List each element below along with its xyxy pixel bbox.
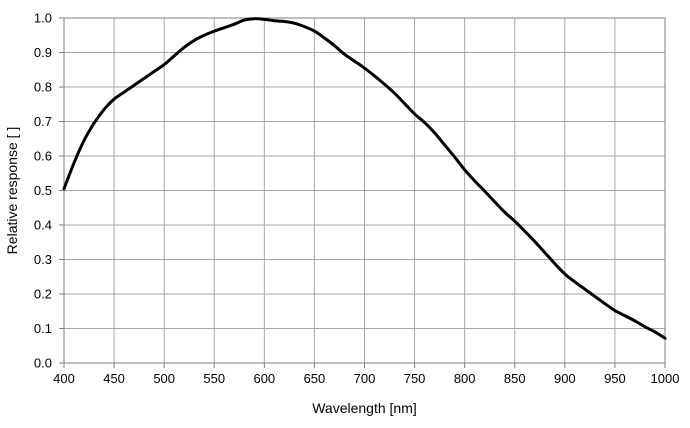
x-tick-label: 750 xyxy=(404,371,426,386)
y-axis-ticks: 0.0 0.1 0.2 0.3 0.4 0.5 0.6 0.7 0.8 0.9 1.0 xyxy=(34,11,52,371)
y-tick-label: 0.8 xyxy=(34,80,52,95)
x-tick-label: 550 xyxy=(203,371,225,386)
x-axis-title: Wavelength [nm] xyxy=(312,400,417,416)
plot-frame xyxy=(59,17,666,368)
x-tick-label: 1000 xyxy=(651,371,680,386)
y-tick-label: 0.0 xyxy=(34,356,52,371)
y-tick-label: 0.7 xyxy=(34,114,52,129)
x-axis-ticks: 400 450 500 550 600 650 700 750 800 850 900 950 1000 xyxy=(53,371,679,386)
x-tick-label: 650 xyxy=(304,371,326,386)
y-tick-label: 0.1 xyxy=(34,321,52,336)
x-tick-label: 600 xyxy=(253,371,275,386)
x-tick-label: 700 xyxy=(354,371,376,386)
x-tick-label: 500 xyxy=(153,371,175,386)
x-tick-label: 400 xyxy=(53,371,75,386)
y-axis-title: Relative response [ ] xyxy=(4,127,20,255)
x-tick-label: 800 xyxy=(454,371,476,386)
series-layer xyxy=(62,17,667,340)
response-curve xyxy=(62,17,667,340)
y-tick-label: 0.3 xyxy=(34,252,52,267)
x-tick-label: 950 xyxy=(604,371,626,386)
y-tick-label: 0.9 xyxy=(34,45,52,60)
x-tick-label: 900 xyxy=(554,371,576,386)
y-tick-label: 1.0 xyxy=(34,11,52,26)
y-tick-label: 0.4 xyxy=(34,218,52,233)
y-tick-label: 0.6 xyxy=(34,149,52,164)
y-tick-label: 0.2 xyxy=(34,287,52,302)
y-tick-label: 0.5 xyxy=(34,183,52,198)
x-tick-label: 450 xyxy=(103,371,125,386)
x-tick-label: 850 xyxy=(504,371,526,386)
